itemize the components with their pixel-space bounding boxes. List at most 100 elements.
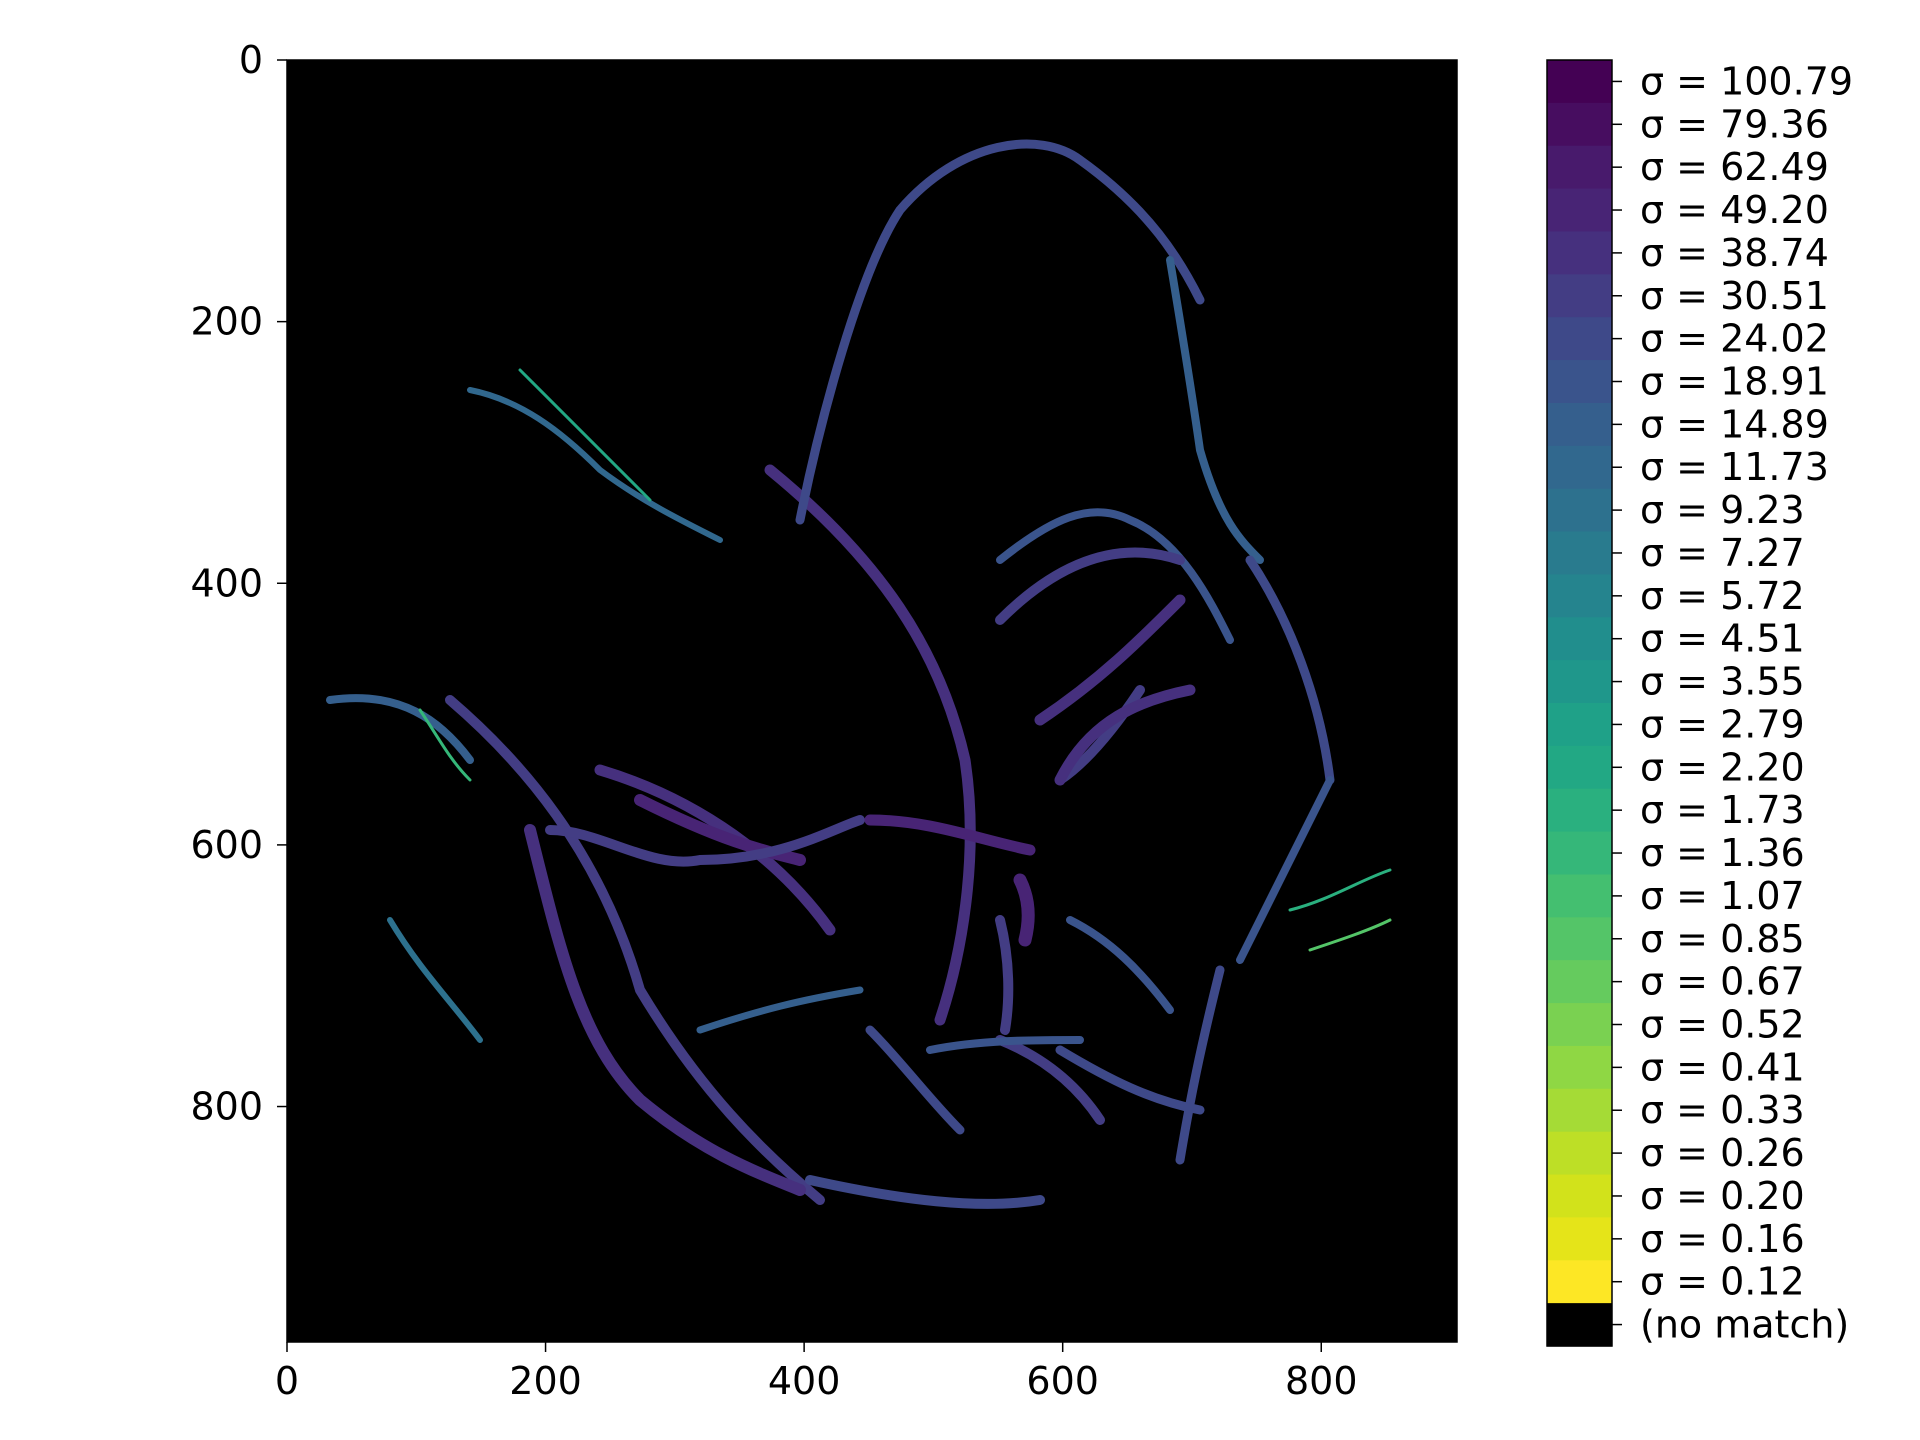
vessel-segment [524,824,806,1196]
vessel-segment [926,1036,1084,1054]
colorbar-swatch [1547,1260,1612,1304]
colorbar-swatch [1547,1088,1612,1133]
vessel-segment [326,694,474,764]
vessel-segment [1236,776,1334,964]
vessel-segment [387,917,483,1043]
colorbar-swatch [1547,231,1612,275]
colorbar-label: σ = 18.91 [1640,360,1829,404]
colorbar-swatch [1547,145,1612,190]
x-axis: 0 200 400 600 800 [275,1342,1358,1403]
vessel-segment [1054,684,1196,786]
colorbar-label: σ = 24.02 [1640,317,1829,361]
vessel-segment [634,794,806,866]
colorbar-label: σ = 49.20 [1640,188,1829,232]
colorbar-swatch [1547,660,1612,704]
colorbar-label: σ = 0.67 [1640,960,1805,1004]
colorbar-swatch [1547,1217,1612,1261]
colorbar-swatch [1547,960,1612,1004]
vessel-segment [764,464,976,1026]
vessel-segment [996,508,1234,644]
colorbar-swatch [1547,102,1612,147]
colorbar-label: σ = 100.79 [1640,59,1853,103]
colorbar-frame [1546,59,1613,1347]
colorbar-label: σ = 2.79 [1640,702,1805,746]
colorbar-swatch [1547,1003,1612,1047]
colorbar-swatch [1547,745,1612,790]
colorbar-swatch [1547,831,1612,876]
y-axis: 0 200 400 600 800 [190,38,287,1129]
vessel-segment [1034,594,1186,726]
colorbar-label: σ = 38.74 [1640,231,1829,275]
y-tick-label: 200 [190,300,263,344]
colorbar-swatch [1547,1303,1612,1347]
colorbar-label: σ = 1.07 [1640,874,1805,918]
vessel-segment [1288,868,1392,912]
colorbar: σ = 100.79σ = 79.36σ = 62.49σ = 49.20σ =… [1546,59,1853,1347]
colorbar-label: σ = 0.16 [1640,1217,1805,1261]
vessel-segment [1166,256,1264,564]
vessel-segment [545,815,865,867]
x-tick-label: 600 [1026,1359,1099,1403]
colorbar-label: σ = 9.23 [1640,488,1805,532]
vessel-segment [1013,873,1035,947]
colorbar-swatch [1547,1174,1612,1218]
colorbar-label: σ = 0.52 [1640,1003,1805,1047]
vessel-segment [865,1025,965,1135]
colorbar-swatch [1547,617,1612,661]
vessel-segment [1308,918,1392,952]
vessel-segment [418,708,472,782]
colorbar-swatch [1547,317,1612,361]
vessel-segment [467,387,723,543]
x-tick-label: 200 [509,1359,582,1403]
colorbar-label: σ = 62.49 [1640,145,1829,189]
x-tick-label: 400 [768,1359,841,1403]
y-tick-label: 0 [239,38,263,82]
colorbar-swatch [1547,402,1612,447]
colorbar-label: σ = 0.26 [1640,1131,1805,1175]
vessel-segment [1055,1045,1205,1115]
vessel-segment [795,139,1205,525]
vessel-segment [995,547,1185,625]
colorbar-label: σ = 79.36 [1640,102,1829,146]
colorbar-label: σ = 14.89 [1640,402,1829,446]
colorbar-swatch [1547,445,1612,490]
y-tick-label: 400 [190,561,263,605]
colorbar-label: σ = 30.51 [1640,274,1829,318]
colorbar-label: σ = 0.12 [1640,1260,1805,1304]
vessel-segment [518,368,652,502]
colorbar-swatch [1547,188,1612,233]
colorbar-label: σ = 3.55 [1640,660,1805,704]
colorbar-swatch [1547,917,1612,961]
colorbar-swatch [1547,60,1612,104]
colorbar-label: σ = 0.20 [1640,1174,1805,1218]
vessel-segment [1245,555,1335,785]
colorbar-swatch [1547,703,1612,747]
vessel-segment [1175,965,1225,1165]
vessel-segment [995,915,1014,1035]
vessel-segment [1066,916,1174,1014]
colorbar-swatch [1547,531,1612,575]
plot-frame [286,59,1458,1343]
colorbar-label: σ = 5.72 [1640,574,1805,618]
colorbar-swatch [1547,274,1612,318]
colorbar-label: σ = 0.33 [1640,1088,1805,1132]
colorbar-label: (no match) [1640,1303,1849,1347]
colorbar-label: σ = 1.73 [1640,788,1805,832]
colorbar-label: σ = 2.20 [1640,745,1805,789]
vessel-segment [995,1035,1105,1125]
vessel-segment [805,1175,1045,1209]
vessel-segment [445,695,825,1205]
colorbar-label: σ = 0.85 [1640,917,1805,961]
y-tick-label: 800 [190,1085,263,1129]
x-tick-label: 0 [275,1359,299,1403]
colorbar-label: σ = 7.27 [1640,531,1805,575]
x-tick-label: 800 [1285,1359,1358,1403]
vessel-segment [696,986,864,1034]
colorbar-swatch [1547,360,1612,404]
colorbar-swatch [1547,874,1612,918]
colorbar-label: σ = 0.41 [1640,1045,1805,1089]
colorbar-swatch [1547,488,1612,533]
colorbar-label: σ = 11.73 [1640,445,1829,489]
colorbar-swatch [1547,574,1612,618]
